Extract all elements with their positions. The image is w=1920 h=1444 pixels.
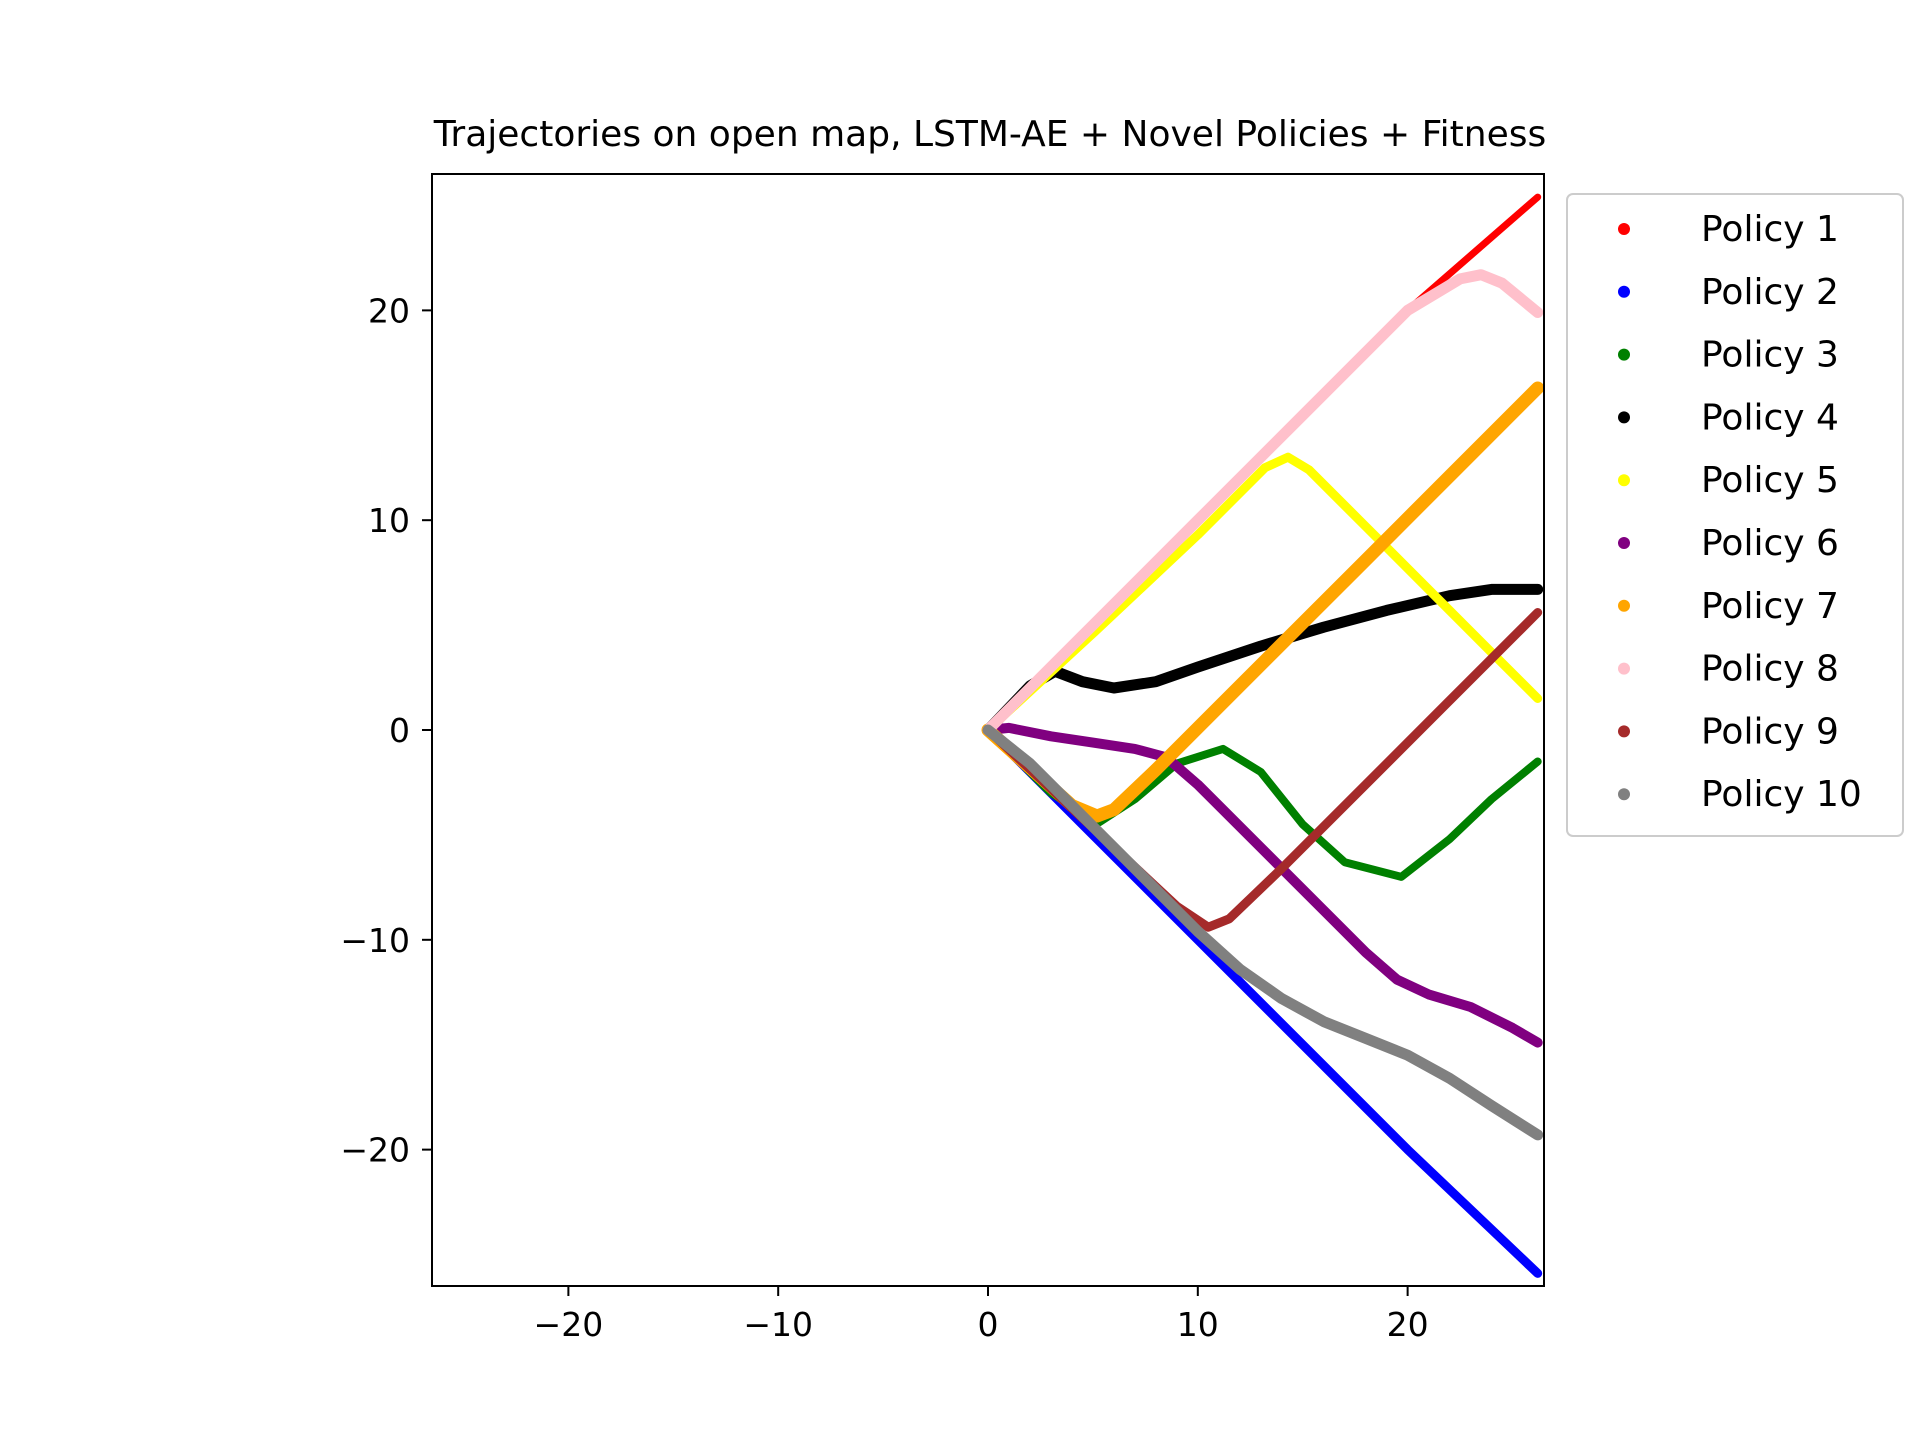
legend-frame [1566,193,1904,837]
series-layer [981,193,1545,1278]
legend-label-policy-8: Policy 8 [1701,649,1839,690]
x-tick-label: 0 [978,1305,999,1344]
legend: Policy 1 Policy 2 Policy 3 Policy 4 Policy 5… [1566,193,1904,837]
y-tick-label: 20 [368,291,410,330]
legend-label-policy-5: Policy 5 [1701,460,1839,501]
x-tick-label: 20 [1387,1305,1429,1344]
legend-marker-policy-1 [1618,223,1630,235]
series-line-policy-5 [983,452,1543,735]
series-line-policy-10 [982,724,1544,1141]
y-tick-label: −20 [340,1131,410,1170]
x-tick-label: −20 [534,1305,604,1344]
series-line-policy-8 [982,269,1544,736]
legend-marker-policy-10 [1618,788,1630,801]
legend-marker-policy-7 [1618,599,1630,612]
legend-label-policy-10: Policy 10 [1701,774,1862,815]
legend-marker-policy-8 [1618,662,1630,675]
legend-marker-policy-9 [1618,725,1630,738]
legend-marker-policy-6 [1618,537,1630,549]
y-tick-label: −10 [340,921,410,960]
legend-marker-policy-4 [1618,411,1630,424]
chart-title: Trajectories on open map, LSTM-AE + Nove… [433,114,1547,155]
legend-items: Policy 1 Policy 2 Policy 3 Policy 4 Policy 5… [1618,209,1862,815]
legend-marker-policy-5 [1618,474,1630,487]
legend-label-policy-2: Policy 2 [1701,272,1839,313]
y-tick-label: 0 [389,711,410,750]
axes-layer: −20 −10 0 10 20 −20 −10 0 10 20 [340,291,1428,1344]
legend-label-policy-3: Policy 3 [1701,335,1839,376]
x-tick-label: −10 [743,1305,813,1344]
series-line-policy-3 [984,726,1542,881]
x-tick-label: 10 [1177,1305,1219,1344]
legend-label-policy-1: Policy 1 [1701,209,1839,250]
legend-marker-policy-3 [1618,348,1630,361]
series-line-policy-6 [983,722,1543,1048]
legend-label-policy-6: Policy 6 [1701,523,1839,564]
legend-label-policy-9: Policy 9 [1701,711,1839,752]
legend-marker-policy-2 [1618,285,1630,298]
legend-label-policy-4: Policy 4 [1701,397,1839,438]
y-tick-label: 10 [368,501,410,540]
legend-label-policy-7: Policy 7 [1701,586,1839,627]
